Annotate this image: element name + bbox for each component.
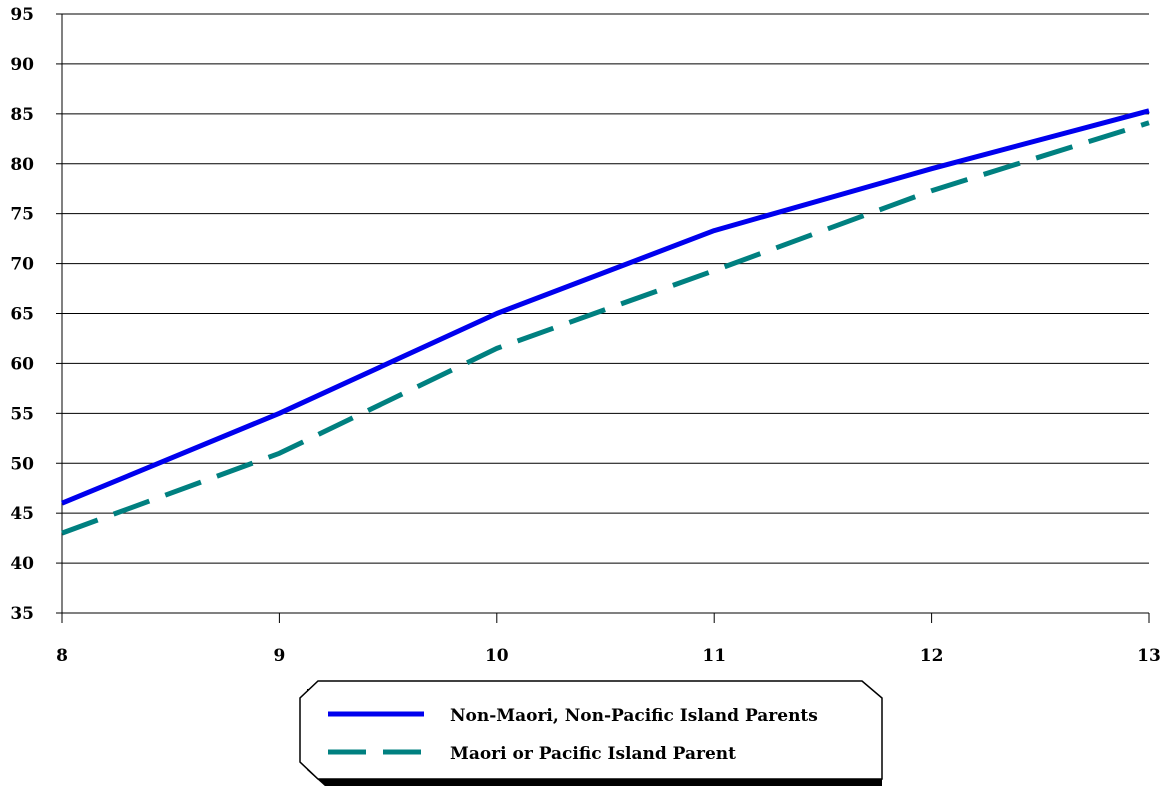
x-tick-label: 11 <box>702 646 726 666</box>
y-tick-label: 65 <box>10 305 34 325</box>
x-tick-label: 8 <box>56 646 68 666</box>
series-line-non-maori <box>62 111 1149 503</box>
gridlines <box>62 14 1149 613</box>
legend-label-maori: Maori or Pacific Island Parent <box>450 744 736 764</box>
x-tick-label: 10 <box>485 646 509 666</box>
legend-label-non-maori: Non-Maori, Non-Pacific Island Parents <box>450 706 818 726</box>
legend: Non-Maori, Non-Pacific Island Parents Ma… <box>300 681 882 786</box>
axes <box>56 14 1149 623</box>
y-tick-label: 35 <box>10 604 34 624</box>
y-tick-label: 90 <box>10 55 34 75</box>
y-tick-label: 45 <box>10 504 34 524</box>
y-tick-label: 40 <box>10 554 34 574</box>
x-tick-labels: 8 9 10 11 12 13 <box>56 646 1161 666</box>
y-tick-label: 85 <box>10 105 34 125</box>
y-tick-label: 95 <box>10 5 34 25</box>
y-tick-label: 50 <box>10 454 34 474</box>
series-lines <box>62 111 1149 533</box>
y-tick-label: 70 <box>10 255 34 275</box>
x-tick-label: 9 <box>273 646 285 666</box>
y-tick-label: 60 <box>10 354 34 374</box>
series-line-maori <box>62 123 1149 533</box>
y-tick-label: 75 <box>10 205 34 225</box>
y-tick-labels: 35 40 45 50 55 60 65 70 75 80 85 90 95 <box>10 5 34 624</box>
legend-box <box>300 681 882 779</box>
y-tick-label: 55 <box>10 404 34 424</box>
x-tick-label: 12 <box>920 646 944 666</box>
x-tick-label: 13 <box>1137 646 1161 666</box>
y-tick-label: 80 <box>10 155 34 175</box>
